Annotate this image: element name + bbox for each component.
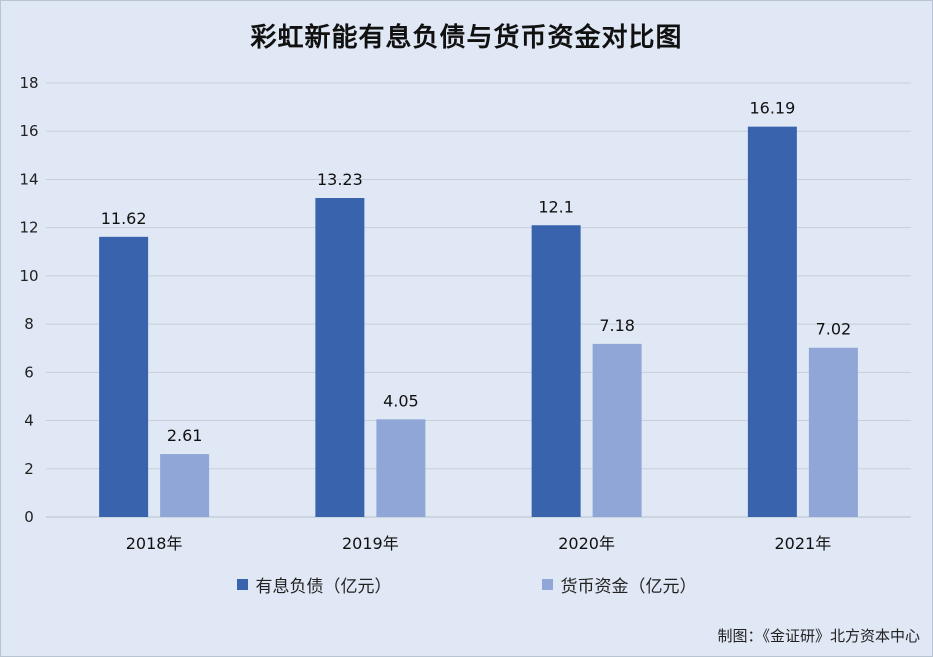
y-tick-label: 16 [19, 122, 38, 140]
x-tick-label: 2019年 [342, 534, 399, 553]
bar [531, 225, 581, 517]
y-tick-label: 2 [24, 460, 34, 478]
y-tick-label: 8 [24, 315, 34, 333]
bar-value-label: 4.05 [383, 391, 419, 410]
x-tick-label: 2021年 [775, 534, 832, 553]
legend: 有息负债（亿元） 货币资金（亿元） [1, 572, 932, 597]
bar-value-label: 2.61 [167, 426, 203, 445]
legend-swatch-interest-debt [236, 579, 248, 590]
bar [808, 347, 858, 517]
x-tick-label: 2020年 [558, 534, 615, 553]
legend-swatch-cash [541, 579, 553, 590]
bar [99, 236, 149, 517]
chart-credit: 制图：《金证研》北方资本中心 [717, 627, 920, 645]
y-tick-label: 10 [19, 267, 38, 285]
chart-title: 彩虹新能有息负债与货币资金对比图 [250, 23, 683, 53]
legend-label-cash: 货币资金（亿元） [560, 577, 697, 597]
bar-value-label: 11.62 [101, 209, 147, 228]
x-tick-label: 2018年 [126, 534, 183, 553]
bar-chart: 0 2 4 6 8 10 12 14 16 18 11.62 2.61 2018年 13.23 4.05 20… [19, 74, 911, 553]
bar-value-label: 7.18 [599, 316, 635, 335]
y-tick-label: 0 [24, 508, 34, 526]
bar-value-label: 13.23 [317, 170, 363, 189]
bar [747, 126, 797, 517]
legend-item-interest-debt: 有息负债（亿元） [236, 572, 392, 597]
bar [376, 419, 426, 517]
bar [592, 343, 642, 517]
legend-item-cash: 货币资金（亿元） [541, 572, 697, 597]
y-tick-label: 12 [19, 219, 38, 237]
bar-value-label: 16.19 [749, 99, 795, 118]
y-tick-label: 6 [24, 363, 34, 381]
y-tick-label: 4 [24, 412, 34, 430]
bar [315, 198, 365, 517]
y-tick-label: 18 [19, 74, 38, 92]
bar [160, 454, 210, 517]
legend-label-interest-debt: 有息负债（亿元） [255, 577, 392, 597]
bar-value-label: 7.02 [816, 320, 852, 339]
bar-value-label: 12.1 [538, 197, 574, 216]
y-tick-label: 14 [19, 170, 38, 188]
